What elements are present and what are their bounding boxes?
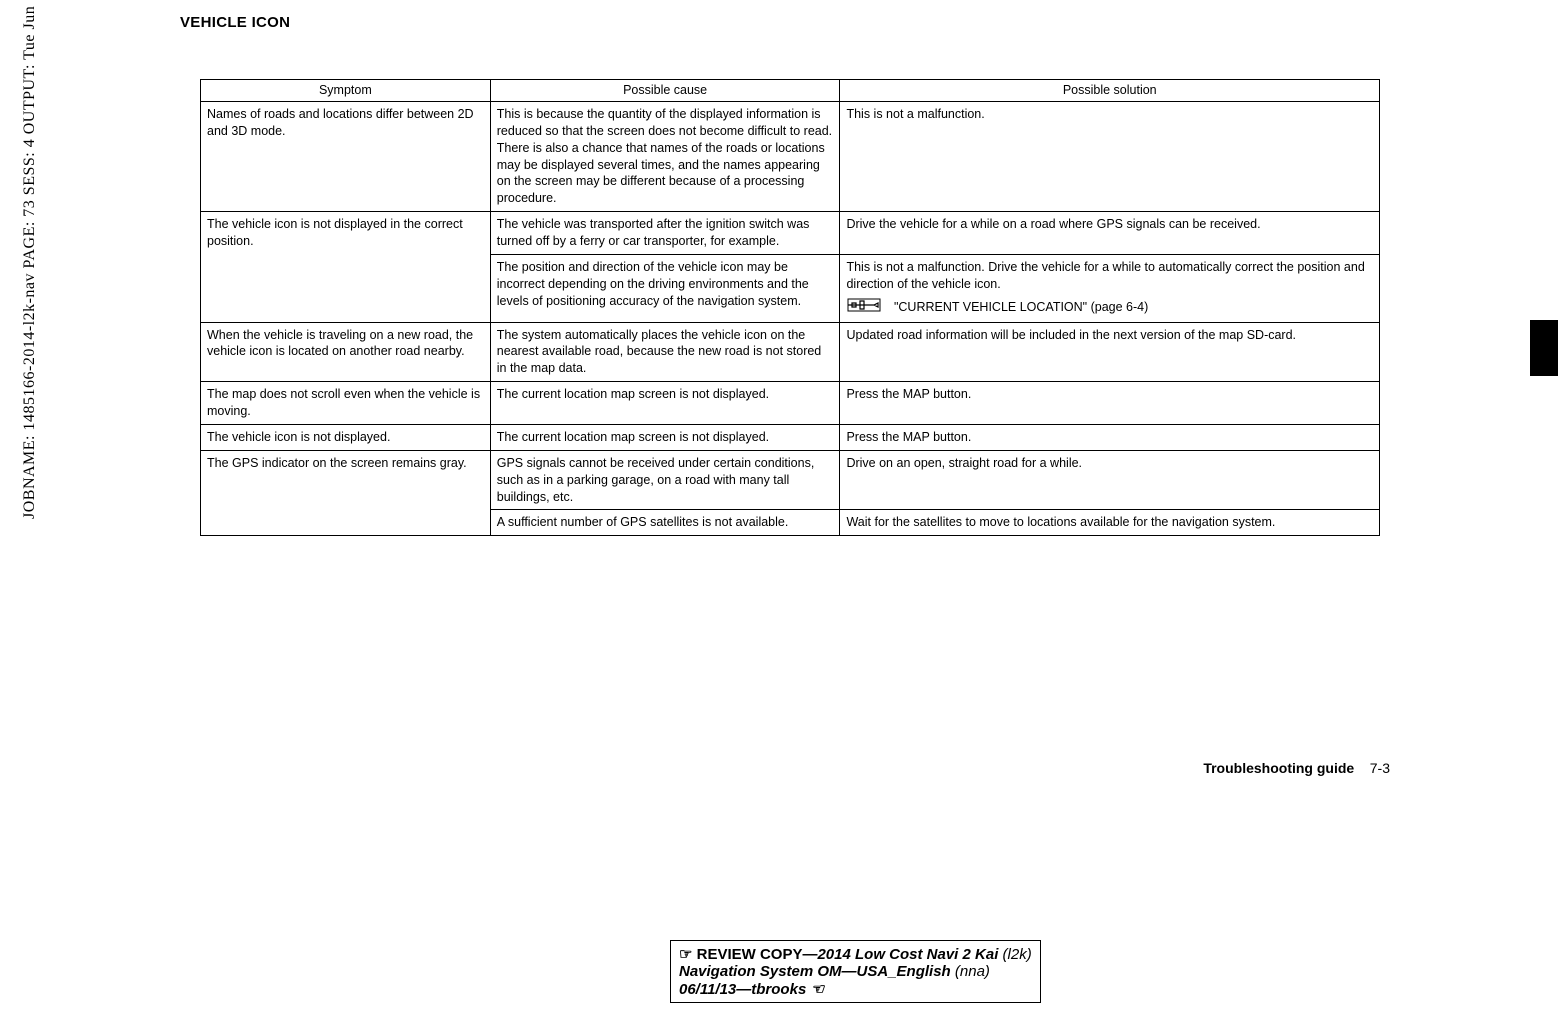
review-date-author: 06/11/13—tbrooks ☜ (679, 981, 824, 998)
cell-symptom: When the vehicle is traveling on a new r… (201, 322, 491, 382)
reference-text: "CURRENT VEHICLE LOCATION" (page 6-4) (894, 300, 1148, 314)
header-solution: Possible solution (840, 80, 1380, 102)
review-line-2: Navigation System OM—USA_English (nna) (679, 963, 1032, 980)
cell-cause: The position and direction of the vehicl… (490, 254, 840, 322)
cell-symptom: The vehicle icon is not displayed in the… (201, 212, 491, 322)
cell-cause: This is because the quantity of the disp… (490, 101, 840, 211)
footer-label: Troubleshooting guide (1203, 760, 1354, 776)
troubleshoot-table: Symptom Possible cause Possible solution… (200, 79, 1380, 536)
cell-symptom: The map does not scroll even when the ve… (201, 382, 491, 425)
cell-solution: Wait for the satellites to move to locat… (840, 510, 1380, 536)
review-line-3: 06/11/13—tbrooks ☜ (679, 980, 1032, 998)
cell-solution: Drive on an open, straight road for a wh… (840, 450, 1380, 510)
section-heading: VEHICLE ICON (180, 14, 1380, 31)
review-code2: (nna) (955, 963, 990, 980)
table-row: The map does not scroll even when the ve… (201, 382, 1380, 425)
cell-solution: This is not a malfunction. Drive the veh… (840, 254, 1380, 322)
review-title: 2014 Low Cost Navi 2 Kai (817, 946, 1002, 963)
solution-reference: "CURRENT VEHICLE LOCATION" (page 6-4) (846, 297, 1373, 318)
solution-text: This is not a malfunction. Drive the veh… (846, 260, 1364, 291)
side-tab (1530, 320, 1558, 376)
cell-cause: A sufficient number of GPS satellites is… (490, 510, 840, 536)
review-code: (l2k) (1003, 946, 1032, 963)
cell-cause: The system automatically places the vehi… (490, 322, 840, 382)
cell-solution: Updated road information will be include… (840, 322, 1380, 382)
review-subtitle: Navigation System OM—USA_English (679, 963, 955, 980)
cell-solution: This is not a malfunction. (840, 101, 1380, 211)
header-symptom: Symptom (201, 80, 491, 102)
page-content: VEHICLE ICON Symptom Possible cause Poss… (180, 14, 1380, 536)
cell-symptom: The GPS indicator on the screen remains … (201, 450, 491, 536)
cell-cause: The current location map screen is not d… (490, 424, 840, 450)
review-line-1: ☞ REVIEW COPY—2014 Low Cost Navi 2 Kai (… (679, 945, 1032, 963)
header-cause: Possible cause (490, 80, 840, 102)
footer-right: Troubleshooting guide 7-3 (1203, 760, 1390, 776)
table-row: When the vehicle is traveling on a new r… (201, 322, 1380, 382)
cell-symptom: Names of roads and locations differ betw… (201, 101, 491, 211)
table-row: The vehicle icon is not displayed. The c… (201, 424, 1380, 450)
cell-cause: The vehicle was transported after the ig… (490, 212, 840, 255)
cell-solution: Drive the vehicle for a while on a road … (840, 212, 1380, 255)
table-header-row: Symptom Possible cause Possible solution (201, 80, 1380, 102)
review-copy-box: ☞ REVIEW COPY—2014 Low Cost Navi 2 Kai (… (670, 940, 1041, 1003)
cell-symptom: The vehicle icon is not displayed. (201, 424, 491, 450)
footer-page: 7-3 (1370, 760, 1390, 776)
pointer-icon (846, 297, 882, 318)
cell-cause: The current location map screen is not d… (490, 382, 840, 425)
cell-solution: Press the MAP button. (840, 424, 1380, 450)
side-job-text: JOBNAME: 1485166-2014-l2k-nav PAGE: 73 S… (21, 0, 39, 519)
cell-cause: GPS signals cannot be received under cer… (490, 450, 840, 510)
table-row: The GPS indicator on the screen remains … (201, 450, 1380, 510)
cell-solution: Press the MAP button. (840, 382, 1380, 425)
table-row: Names of roads and locations differ betw… (201, 101, 1380, 211)
review-prefix: ☞ REVIEW COPY— (679, 946, 817, 963)
table-row: The vehicle icon is not displayed in the… (201, 212, 1380, 255)
